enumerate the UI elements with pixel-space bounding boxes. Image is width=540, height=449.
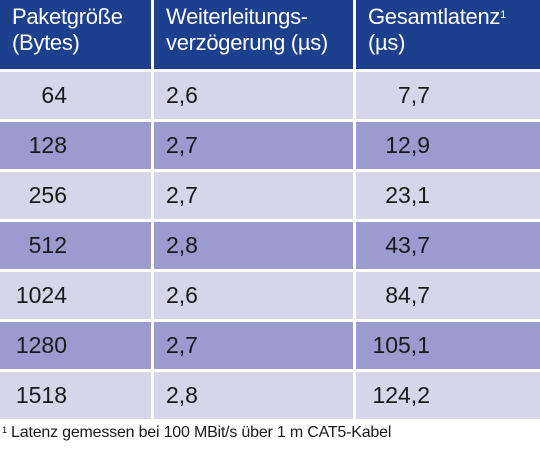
header-packet-size: Paketgröße (Bytes)	[0, 0, 154, 72]
header-forwarding-delay-line2: verzögerung (µs)	[166, 30, 328, 55]
header-total-latency-line2: (µs)	[368, 30, 406, 55]
table-row: 1024 2,6 84,7	[0, 272, 540, 322]
cell-forwarding-delay: 2,8	[154, 222, 356, 272]
cell-packet-size: 1024	[0, 272, 154, 322]
table-row: 512 2,8 43,7	[0, 222, 540, 272]
header-total-latency: Gesamtlatenz1 (µs)	[356, 0, 540, 72]
header-forwarding-delay: Weiterleitungs- verzögerung (µs)	[154, 0, 356, 72]
cell-total-latency: 12,9	[356, 122, 540, 172]
cell-packet-size: 128	[0, 122, 154, 172]
cell-total-latency: 84,7	[356, 272, 540, 322]
cell-packet-size: 256	[0, 172, 154, 222]
cell-forwarding-delay: 2,6	[154, 272, 356, 322]
cell-total-latency: 43,7	[356, 222, 540, 272]
footnote-mark: 1	[2, 425, 7, 435]
latency-table-container: Paketgröße (Bytes) Weiterleitungs- verzö…	[0, 0, 540, 422]
cell-forwarding-delay: 2,7	[154, 172, 356, 222]
cell-total-latency: 105,1	[356, 322, 540, 372]
header-total-latency-line1: Gesamtlatenz	[368, 4, 501, 29]
cell-forwarding-delay: 2,7	[154, 122, 356, 172]
header-packet-size-line2: (Bytes)	[12, 30, 80, 55]
header-total-latency-line1-wrap: Gesamtlatenz1	[368, 4, 532, 30]
footnote: 1 Latenz gemessen bei 100 MBit/s über 1 …	[2, 424, 391, 442]
cell-forwarding-delay: 2,8	[154, 372, 356, 422]
cell-total-latency: 124,2	[356, 372, 540, 422]
header-footnote-mark: 1	[500, 9, 506, 21]
cell-packet-size: 64	[0, 72, 154, 122]
cell-forwarding-delay: 2,7	[154, 322, 356, 372]
cell-forwarding-delay: 2,6	[154, 72, 356, 122]
table-row: 128 2,7 12,9	[0, 122, 540, 172]
header-packet-size-line1: Paketgröße	[12, 4, 123, 29]
table-row: 64 2,6 7,7	[0, 72, 540, 122]
table-header: Paketgröße (Bytes) Weiterleitungs- verzö…	[0, 0, 540, 72]
latency-table: Paketgröße (Bytes) Weiterleitungs- verzö…	[0, 0, 540, 422]
table-row: 1280 2,7 105,1	[0, 322, 540, 372]
table-row: 256 2,7 23,1	[0, 172, 540, 222]
cell-total-latency: 7,7	[356, 72, 540, 122]
header-row: Paketgröße (Bytes) Weiterleitungs- verzö…	[0, 0, 540, 72]
footnote-text: Latenz gemessen bei 100 MBit/s über 1 m …	[6, 424, 392, 441]
cell-packet-size: 1280	[0, 322, 154, 372]
cell-packet-size: 1518	[0, 372, 154, 422]
cell-total-latency: 23,1	[356, 172, 540, 222]
table-body: 64 2,6 7,7 128 2,7 12,9 256 2,7 23,1 512…	[0, 72, 540, 422]
table-row: 1518 2,8 124,2	[0, 372, 540, 422]
header-forwarding-delay-line1: Weiterleitungs-	[166, 4, 308, 29]
cell-packet-size: 512	[0, 222, 154, 272]
